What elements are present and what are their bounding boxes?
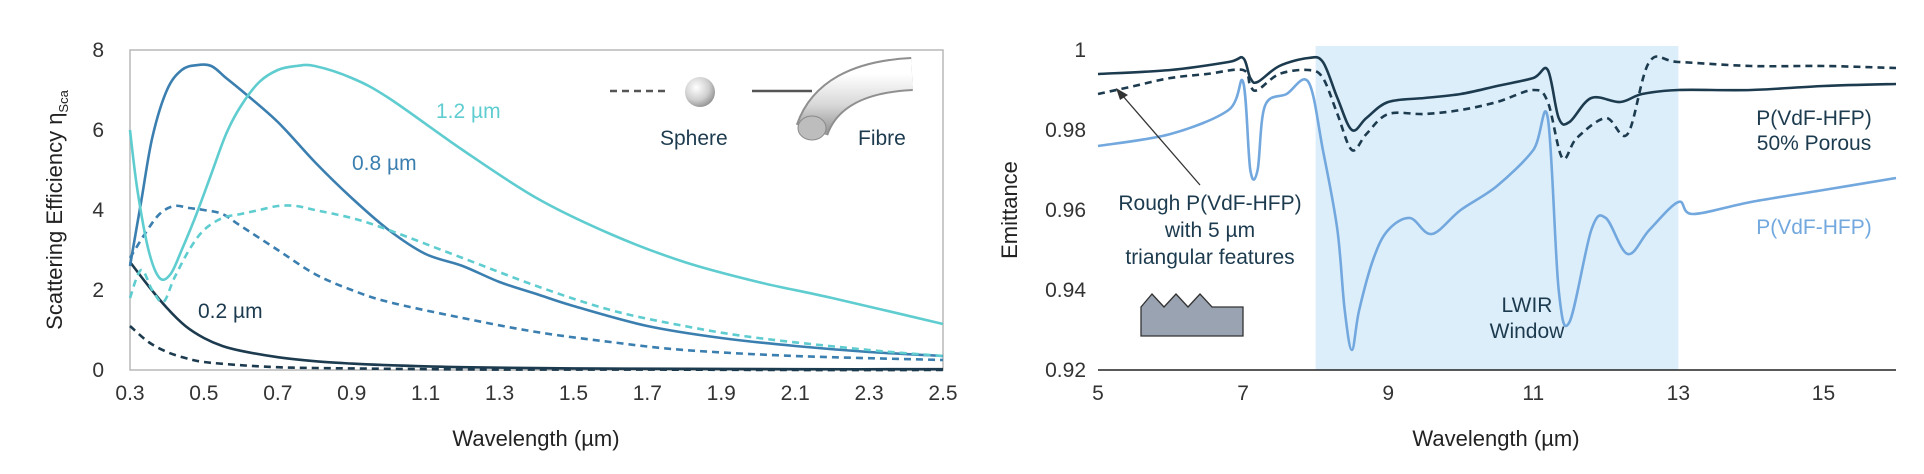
- x-tick-label: 0.3: [115, 382, 144, 405]
- label-0.2um: 0.2 µm: [198, 300, 263, 323]
- x-tick-label: 5: [1092, 382, 1104, 405]
- lwir-window-band: [1315, 46, 1679, 370]
- series-0.8um-fibre: [128, 63, 944, 358]
- y-tick-label: 0.94: [1045, 279, 1086, 302]
- x-tick-label: 1.9: [707, 382, 736, 405]
- y-tick-labels: 0 2 4 6 8: [92, 39, 104, 382]
- label-1.2um: 1.2 µm: [436, 100, 501, 123]
- x-tick-labels: 5 7 9 11 13 15: [1092, 382, 1835, 405]
- legend: Sphere Fibre: [610, 57, 914, 150]
- series-porous: [1097, 55, 1897, 132]
- x-tick-label: 13: [1667, 382, 1690, 405]
- series-1.2um-fibre: [128, 63, 944, 326]
- y-tick-label: 2: [92, 279, 104, 302]
- y-axis-label-main: Scattering Efficiency η: [42, 113, 67, 330]
- porous-label-line2: 50% Porous: [1757, 132, 1871, 155]
- x-tick-label: 11: [1522, 382, 1544, 405]
- y-axis-label: Emittance: [997, 161, 1022, 259]
- rough-pointer-arrow: [1121, 94, 1201, 186]
- emittance-chart: 0.920.940.960.981 5 7 9 11 13 15 LWIR Window …: [997, 39, 1897, 451]
- y-tick-label: 1: [1074, 39, 1086, 62]
- series-0.2um-sphere: [129, 325, 944, 372]
- lwir-label-line1: LWIR: [1502, 294, 1553, 317]
- rough-label-line2: with 5 µm: [1164, 219, 1255, 242]
- fibre-icon-end: [797, 115, 827, 141]
- dense-label: P(VdF-HFP): [1756, 216, 1872, 239]
- series-0.8um-sphere: [128, 204, 944, 362]
- y-tick-label: 0.92: [1045, 359, 1086, 382]
- x-tick-label: 7: [1237, 382, 1249, 405]
- y-tick-label: 0.98: [1045, 119, 1086, 142]
- y-axis-label: Scattering Efficiency ηSca: [42, 89, 71, 329]
- x-tick-label: 1.7: [633, 382, 662, 405]
- x-tick-label: 1.5: [559, 382, 588, 405]
- porous-label-line1: P(VdF-HFP): [1756, 107, 1872, 130]
- sphere-icon: [685, 77, 715, 107]
- x-tick-label: 0.5: [189, 382, 218, 405]
- series-dense: [1097, 78, 1897, 352]
- legend-sphere-label: Sphere: [660, 127, 728, 150]
- series-rough: [1097, 55, 1897, 161]
- lwir-label-line2: Window: [1490, 320, 1566, 343]
- series-1.2um-sphere: [128, 204, 944, 358]
- x-tick-label: 15: [1812, 382, 1835, 405]
- series-group: [128, 63, 944, 372]
- y-tick-labels: 0.92 0.94 0.96 0.98 1: [1045, 39, 1086, 382]
- y-tick-label: 6: [92, 119, 104, 142]
- x-tick-label: 2.5: [928, 382, 957, 405]
- x-tick-label: 2.3: [854, 382, 883, 405]
- label-0.8um: 0.8 µm: [352, 152, 417, 175]
- series-group: [1097, 55, 1897, 352]
- x-tick-label: 1.3: [485, 382, 514, 405]
- x-tick-labels: 0.3 0.5 0.7 0.9 1.1 1.3 1.5 1.7 1.9 2.1 2.3 2.5: [115, 382, 957, 405]
- x-tick-label: 1.1: [411, 382, 440, 405]
- scattering-efficiency-chart: 0 2 4 6 8 0.3 0.5 0.7 0.9 1.1 1.3 1.5 1.7 1.9 2.1 2.3 2…: [42, 39, 958, 451]
- x-tick-label: 0.9: [337, 382, 366, 405]
- y-tick-label: 8: [92, 39, 104, 62]
- x-axis-label: Wavelength (µm): [1412, 426, 1579, 451]
- y-tick-label: 0: [92, 359, 104, 382]
- triangular-texture-inset: [1140, 293, 1244, 337]
- rough-label-line1: Rough P(VdF-HFP): [1118, 192, 1301, 215]
- arrowhead: [1116, 88, 1128, 100]
- x-tick-label: 2.1: [781, 382, 810, 405]
- x-tick-label: 9: [1382, 382, 1394, 405]
- rough-label-line3: triangular features: [1125, 246, 1294, 269]
- legend-fibre-label: Fibre: [858, 127, 906, 150]
- y-tick-label: 0.96: [1045, 199, 1086, 222]
- y-axis-label-subscript: Sca: [56, 89, 71, 112]
- x-axis-label: Wavelength (µm): [452, 426, 619, 451]
- y-tick-label: 4: [92, 199, 104, 222]
- x-tick-label: 0.7: [263, 382, 292, 405]
